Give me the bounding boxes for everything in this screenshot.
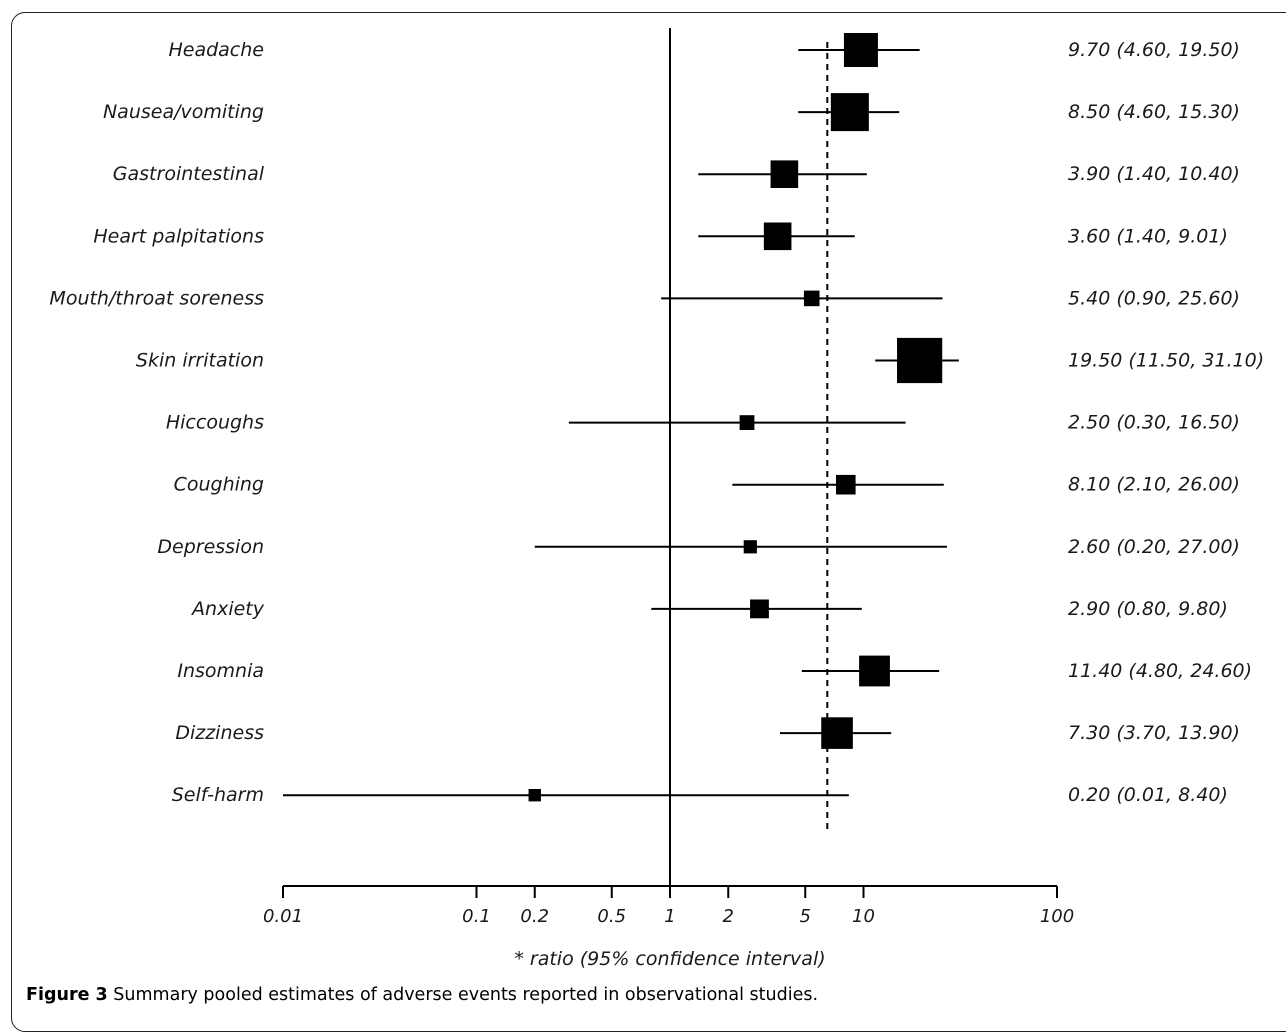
row-label-anxiety: Anxiety xyxy=(190,598,265,620)
estimate-marker-self-harm xyxy=(528,789,541,802)
x-tick-label-0.5: 0.5 xyxy=(597,906,626,927)
estimate-marker-mouth-throat-soreness xyxy=(803,290,820,307)
estimate-text-coughing: 8.10 (2.10, 26.00) xyxy=(1068,474,1240,496)
estimate-marker-headache xyxy=(843,33,878,67)
estimate-text-nausea-vomiting: 8.50 (4.60, 15.30) xyxy=(1068,101,1240,123)
estimate-text-gastrointestinal: 3.90 (1.40, 10.40) xyxy=(1068,163,1240,185)
x-tick-label-5: 5 xyxy=(800,906,811,927)
row-label-headache: Headache xyxy=(168,39,264,61)
row-label-depression: Depression xyxy=(157,536,264,558)
estimate-marker-gastrointestinal xyxy=(770,160,799,188)
x-tick-label-0.1: 0.1 xyxy=(462,906,491,927)
estimate-text-insomnia: 11.40 (4.80, 24.60) xyxy=(1068,660,1252,682)
row-label-gastrointestinal: Gastrointestinal xyxy=(113,163,265,185)
estimate-text-headache: 9.70 (4.60, 19.50) xyxy=(1068,39,1240,61)
row-label-skin-irritation: Skin irritation xyxy=(136,350,264,372)
row-label-hiccoughs: Hiccoughs xyxy=(166,412,264,434)
row-label-heart-palpitations: Heart palpitations xyxy=(93,225,264,247)
x-tick-label-0.2: 0.2 xyxy=(520,906,549,927)
estimate-marker-nausea-vomiting xyxy=(830,93,869,132)
estimate-text-heart-palpitations: 3.60 (1.40, 9.01) xyxy=(1068,225,1228,247)
x-axis-label: * ratio (95% confidence interval) xyxy=(514,948,825,970)
x-tick-label-0.01: 0.01 xyxy=(263,906,303,927)
estimate-text-mouth-throat-soreness: 5.40 (0.90, 25.60) xyxy=(1068,287,1240,309)
row-label-insomnia: Insomnia xyxy=(177,660,264,682)
estimate-text-skin-irritation: 19.50 (11.50, 31.10) xyxy=(1068,350,1264,372)
estimate-marker-dizziness xyxy=(821,717,853,749)
estimate-marker-coughing xyxy=(835,474,856,495)
estimate-marker-skin-irritation xyxy=(897,337,943,384)
caption-text: Summary pooled estimates of adverse even… xyxy=(113,985,813,1005)
x-tick-label-2: 2 xyxy=(723,906,734,927)
x-tick-label-100: 100 xyxy=(1040,906,1074,927)
row-label-self-harm: Self-harm xyxy=(172,784,264,806)
estimate-marker-depression xyxy=(743,540,757,554)
x-tick-label-1: 1 xyxy=(664,906,675,927)
row-label-nausea-vomiting: Nausea/vomiting xyxy=(103,101,264,123)
figure-caption: Figure 3 Summary pooled estimates of adv… xyxy=(26,985,818,1005)
estimate-text-depression: 2.60 (0.20, 27.00) xyxy=(1068,536,1240,558)
caption-end: . xyxy=(812,985,819,1005)
caption-label: Figure 3 xyxy=(26,985,108,1005)
row-label-dizziness: Dizziness xyxy=(175,722,264,744)
x-tick-label-10: 10 xyxy=(852,906,875,927)
estimate-text-self-harm: 0.20 (0.01, 8.40) xyxy=(1068,784,1228,806)
forest-plot: Headache 9.70 (4.60, 19.50) Nausea/vomitin… xyxy=(49,28,1264,970)
estimate-marker-anxiety xyxy=(750,599,769,619)
estimate-text-anxiety: 2.90 (0.80, 9.80) xyxy=(1068,598,1228,620)
row-label-mouth-throat-soreness: Mouth/throat soreness xyxy=(49,287,264,309)
row-label-coughing: Coughing xyxy=(174,474,264,496)
estimate-marker-hiccoughs xyxy=(739,415,755,430)
estimate-text-dizziness: 7.30 (3.70, 13.90) xyxy=(1068,722,1240,744)
estimate-text-hiccoughs: 2.50 (0.30, 16.50) xyxy=(1068,412,1240,434)
estimate-marker-insomnia xyxy=(859,655,890,687)
estimate-marker-heart-palpitations xyxy=(763,222,792,251)
